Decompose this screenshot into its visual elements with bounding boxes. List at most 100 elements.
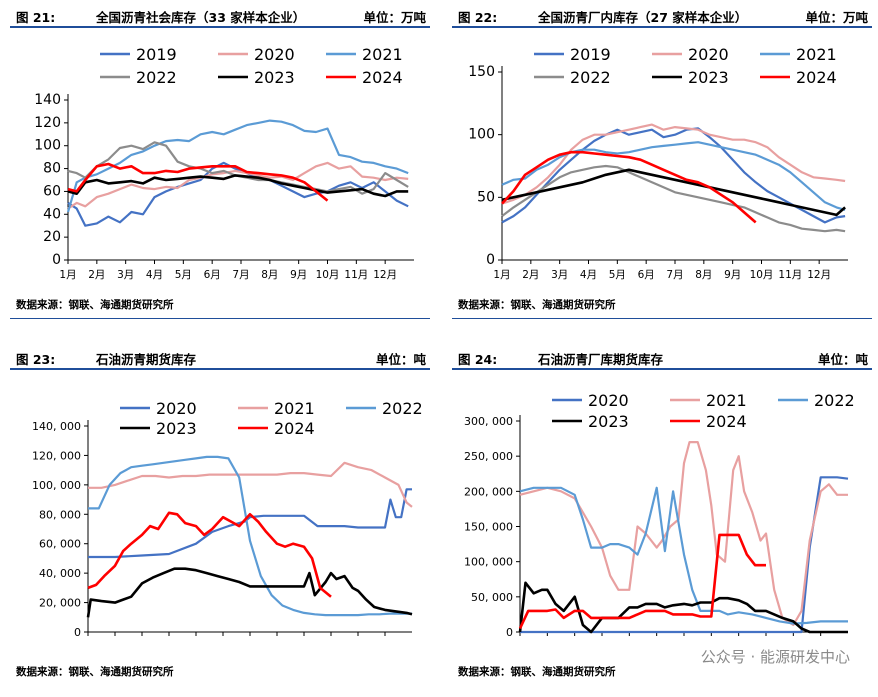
legend-label: 2024 xyxy=(706,412,747,431)
x-tick-label: 3月 xyxy=(117,269,134,281)
chart-panel-fig23: 图 23: 石油沥青期货库存 单位：吨 0 20, 000 40, 000 60, 0… xyxy=(10,342,436,682)
series-line-2024 xyxy=(87,511,332,598)
series-line-2021 xyxy=(519,440,848,627)
legend-label: 2022 xyxy=(382,399,423,418)
legend-label: 2019 xyxy=(136,45,177,64)
y-tick-label: 0 xyxy=(74,626,81,639)
x-tick-label: 9月 xyxy=(724,269,741,281)
line-chart-plant-futures-inventory: 0 50, 000 100, 000 150, 000 200, 000 250, 000… xyxy=(464,391,855,639)
data-source: 数据来源：钢联、海通期货研究所 xyxy=(16,299,174,311)
legend-label: 2023 xyxy=(156,419,197,438)
chart-panel-fig22: 图 22: 全国沥青厂内库存（27 家样本企业） 单位：万吨 0 50 100 150… xyxy=(452,0,878,340)
series-line-2022 xyxy=(519,486,848,625)
series-line-2022 xyxy=(501,164,846,233)
series-line-2020 xyxy=(88,488,412,559)
y-tick-label: 140 xyxy=(34,92,61,108)
figure-unit: 单位：万吨 xyxy=(805,10,868,25)
y-tick-label: 100, 000 xyxy=(32,479,81,492)
chart-panel-fig24: 图 24: 石油沥青厂库期货库存 单位：吨 0 50, 000 100, 000 15… xyxy=(452,342,878,682)
y-tick-label: 40 xyxy=(43,206,61,222)
figure-number: 图 21: xyxy=(16,10,56,25)
y-tick-label: 200, 000 xyxy=(464,485,513,498)
legend-label: 2021 xyxy=(796,45,837,64)
y-tick-label: 140, 000 xyxy=(32,420,81,433)
x-tick-label: 3月 xyxy=(551,269,568,281)
figure-number: 图 24: xyxy=(458,352,498,367)
y-tick-label: 120 xyxy=(34,115,61,131)
series-line-2020 xyxy=(67,161,409,210)
data-source: 数据来源：钢联、海通期货研究所 xyxy=(16,666,174,678)
data-source: 数据来源：钢联、海通期货研究所 xyxy=(458,666,616,678)
y-tick-label: 50, 000 xyxy=(471,591,513,604)
legend-label: 2024 xyxy=(796,68,837,87)
x-tick-label: 7月 xyxy=(232,269,249,281)
legend-label: 2020 xyxy=(254,45,295,64)
x-tick-label: 4月 xyxy=(146,269,163,281)
series-line-2021 xyxy=(88,461,413,508)
figure-title-bar: 图 22: 全国沥青厂内库存（27 家样本企业） 单位：万吨 xyxy=(452,4,872,28)
data-source: 数据来源：钢联、海通期货研究所 xyxy=(458,299,616,311)
x-tick-label: 1月 xyxy=(493,269,510,281)
y-tick-label: 80 xyxy=(43,161,61,177)
series-line-2024 xyxy=(501,150,757,224)
legend-label: 2021 xyxy=(706,391,747,410)
y-tick-label: 120, 000 xyxy=(32,449,81,462)
legend-label: 2020 xyxy=(588,391,629,410)
divider xyxy=(452,318,872,319)
legend-label: 2020 xyxy=(688,45,729,64)
x-tick-label: 2月 xyxy=(522,269,539,281)
legend-label: 2019 xyxy=(570,45,611,64)
x-tick-label: 12月 xyxy=(373,269,397,281)
x-tick-label: 2月 xyxy=(88,269,105,281)
x-tick-label: 12月 xyxy=(807,269,831,281)
figure-unit: 单位：吨 xyxy=(817,352,868,367)
series-line-2019 xyxy=(67,161,409,227)
x-tick-label: 7月 xyxy=(666,269,683,281)
legend-label: 2022 xyxy=(814,391,855,410)
y-tick-label: 60, 000 xyxy=(39,538,81,551)
legend-label: 2023 xyxy=(688,68,729,87)
legend-label: 2023 xyxy=(254,68,295,87)
legend-label: 2021 xyxy=(362,45,403,64)
figure-title: 石油沥青期货库存 xyxy=(96,352,197,367)
y-tick-label: 0 xyxy=(506,626,513,639)
x-tick-label: 11月 xyxy=(344,269,368,281)
y-tick-label: 300, 000 xyxy=(464,415,513,428)
y-tick-label: 100, 000 xyxy=(464,556,513,569)
figure-title-bar: 图 24: 石油沥青厂库期货库存 单位：吨 xyxy=(452,346,872,370)
series-line-2023 xyxy=(501,168,846,217)
x-tick-label: 1月 xyxy=(59,269,76,281)
x-tick-label: 4月 xyxy=(580,269,597,281)
y-tick-label: 0 xyxy=(486,252,495,268)
watermark-text: 公众号 · 能源研发中心 xyxy=(700,648,850,666)
x-tick-label: 11月 xyxy=(778,269,802,281)
figure-title: 全国沥青社会库存（33 家样本企业） xyxy=(96,10,306,25)
figure-unit: 单位：吨 xyxy=(375,352,426,367)
line-chart-social-inventory: 0 20 40 60 80 100 120 140 1月 2月 3月 4月 5月 6月 7月 8月 9月 10月 1… xyxy=(34,45,414,281)
series-line-2020 xyxy=(520,476,849,634)
series-line-2023 xyxy=(67,174,409,198)
series-line-2024 xyxy=(67,162,329,202)
y-tick-label: 20 xyxy=(43,229,61,245)
series-line-2020 xyxy=(501,123,846,205)
series-line-2023 xyxy=(86,567,413,618)
series-line-2023 xyxy=(518,581,848,634)
y-tick-label: 250, 000 xyxy=(464,450,513,463)
legend-label: 2023 xyxy=(588,412,629,431)
legend-label: 2022 xyxy=(570,68,611,87)
y-tick-label: 100 xyxy=(468,127,495,143)
y-tick-label: 80, 000 xyxy=(39,508,81,521)
series-line-2021 xyxy=(66,119,409,213)
x-tick-label: 5月 xyxy=(175,269,192,281)
y-tick-label: 50 xyxy=(477,189,495,205)
figure-unit: 单位：万吨 xyxy=(363,10,426,25)
figure-number: 图 22: xyxy=(458,10,498,25)
legend-label: 2024 xyxy=(362,68,403,87)
y-tick-label: 100 xyxy=(34,138,61,154)
x-tick-label: 8月 xyxy=(261,269,278,281)
y-tick-label: 150 xyxy=(468,64,495,80)
legend-label: 2021 xyxy=(274,399,315,418)
y-tick-label: 150, 000 xyxy=(464,521,513,534)
legend-label: 2020 xyxy=(156,399,197,418)
legend-label: 2022 xyxy=(136,68,177,87)
